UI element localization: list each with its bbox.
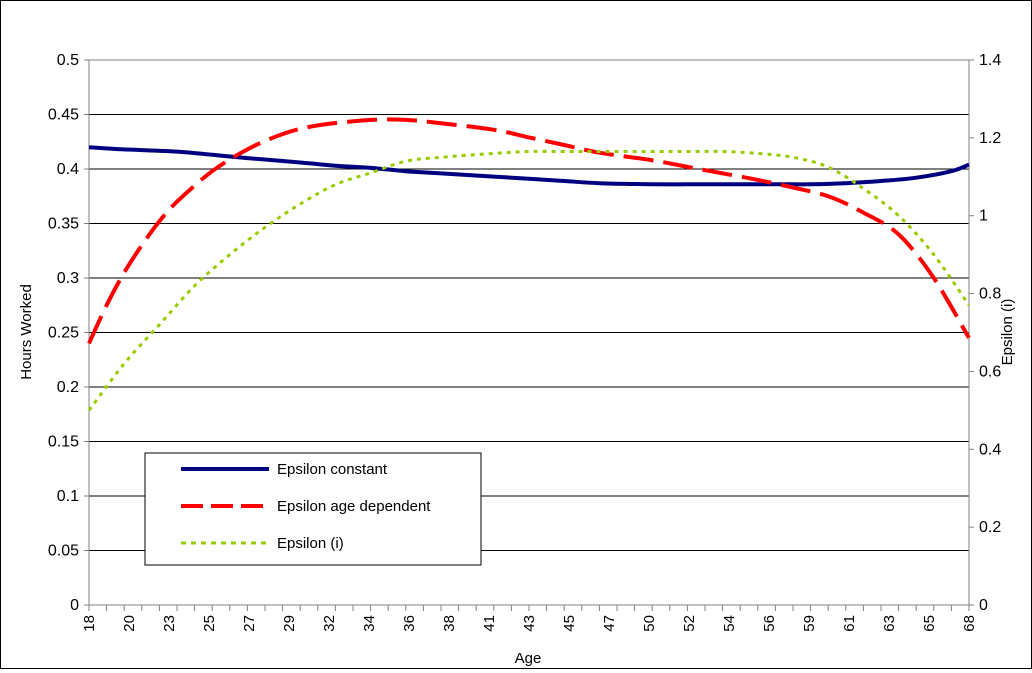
x-tick-label: 61 xyxy=(841,615,858,632)
y-tick-label: 0.5 xyxy=(57,52,79,69)
y2-tick-label: 1.2 xyxy=(979,130,1001,147)
y-tick-label: 0.2 xyxy=(57,379,79,396)
series-line-dotted xyxy=(87,149,971,412)
x-tick-label: 23 xyxy=(161,615,178,632)
y2-axis-title: Epsilon (i) xyxy=(999,299,1016,366)
y-tick-label: 0.25 xyxy=(48,325,79,342)
y-tick-label: 0.4 xyxy=(57,161,79,178)
x-tick-label: 52 xyxy=(681,615,698,632)
x-tick-label: 63 xyxy=(881,615,898,632)
y-tick-label: 0.45 xyxy=(48,107,79,124)
x-tick-label: 38 xyxy=(441,615,458,632)
series-line-solid xyxy=(88,145,970,187)
x-tick-label: 34 xyxy=(361,615,378,632)
y-tick-label: 0.1 xyxy=(57,488,79,505)
x-tick-label: 59 xyxy=(801,615,818,632)
axes: 0 0.05 0.1 0.15 0.2 0.25 0.3 0.35 0.4 0.45 0.5 0 0.2… xyxy=(48,52,1001,632)
y-tick-label: 0.15 xyxy=(48,434,79,451)
legend: Epsilon constant Epsilon age dependent E… xyxy=(144,452,482,566)
x-tick-label: 50 xyxy=(641,615,658,632)
y2-tick-label: 1.4 xyxy=(979,52,1001,69)
x-tick-label: 25 xyxy=(201,615,218,632)
x-tick-label: 29 xyxy=(281,615,298,632)
x-tick-label: 43 xyxy=(521,615,538,632)
legend-label-constant: Epsilon constant xyxy=(277,461,388,478)
y2-tick-label: 1 xyxy=(979,208,988,225)
legend-label-epsilon-i: Epsilon (i) xyxy=(277,535,344,552)
x-axis-title: Age xyxy=(515,650,542,667)
y-tick-label: 0.35 xyxy=(48,216,79,233)
x-tick-label: 47 xyxy=(601,615,618,632)
x-tick-label: 68 xyxy=(961,615,978,632)
x-tick-label: 18 xyxy=(81,615,98,632)
x-tick-label: 36 xyxy=(401,615,418,632)
x-tick-label: 65 xyxy=(921,615,938,632)
x-tick-label: 27 xyxy=(241,615,258,632)
y-axis-title: Hours Worked xyxy=(18,284,35,380)
y2-tick-label: 0.2 xyxy=(979,519,1001,536)
legend-label-age-dependent: Epsilon age dependent xyxy=(277,498,431,515)
x-tick-label: 54 xyxy=(721,615,738,632)
y2-tick-label: 0.4 xyxy=(979,441,1001,458)
x-tick-label: 20 xyxy=(121,615,138,632)
x-tick-label: 41 xyxy=(481,615,498,632)
x-tick-label: 56 xyxy=(761,615,778,632)
y-tick-label: 0.3 xyxy=(57,270,79,287)
y-tick-label: 0.05 xyxy=(48,543,79,560)
y2-tick-label: 0.8 xyxy=(979,286,1001,303)
y-tick-label: 0 xyxy=(70,597,79,614)
y2-tick-label: 0 xyxy=(979,597,988,614)
series-line-dashed xyxy=(87,117,971,345)
y2-tick-label: 0.6 xyxy=(979,363,1001,380)
x-tick-label: 32 xyxy=(321,615,338,632)
legend-box xyxy=(144,452,482,566)
x-tick-label: 45 xyxy=(561,615,578,632)
series-lines xyxy=(87,117,971,412)
